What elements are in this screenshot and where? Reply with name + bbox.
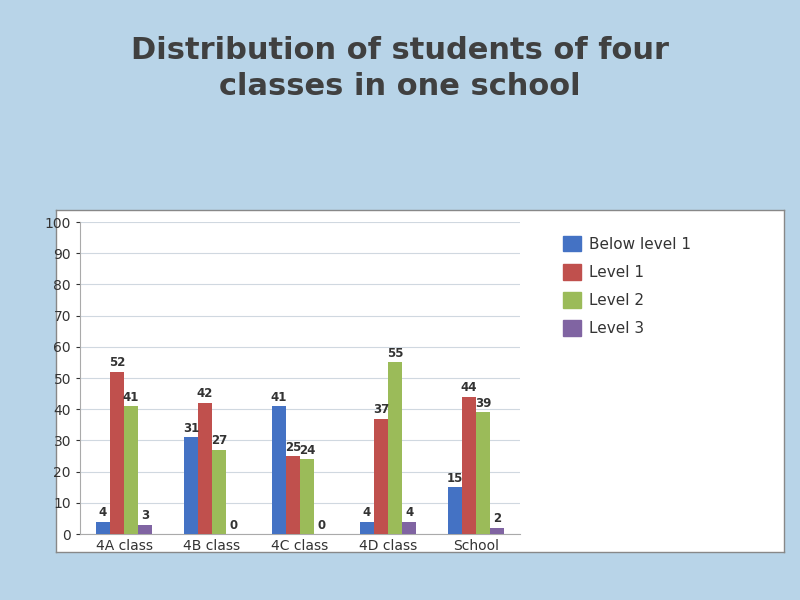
Text: 4: 4 xyxy=(405,506,414,519)
Text: 41: 41 xyxy=(270,391,287,404)
Text: 44: 44 xyxy=(461,381,478,394)
Text: 2: 2 xyxy=(493,512,501,525)
Text: 41: 41 xyxy=(123,391,139,404)
Bar xyxy=(272,406,286,534)
Bar xyxy=(374,419,388,534)
Bar xyxy=(96,521,110,534)
Bar xyxy=(184,437,198,534)
Text: 55: 55 xyxy=(386,347,403,360)
Text: 3: 3 xyxy=(141,509,149,522)
Bar xyxy=(110,372,124,534)
Text: 39: 39 xyxy=(475,397,491,410)
Bar xyxy=(300,459,314,534)
Text: 37: 37 xyxy=(373,403,389,416)
Bar xyxy=(490,528,504,534)
Text: 0: 0 xyxy=(317,518,325,532)
Bar xyxy=(138,524,152,534)
Text: 52: 52 xyxy=(109,356,125,369)
Text: 4: 4 xyxy=(362,506,371,519)
Bar xyxy=(124,406,138,534)
Bar xyxy=(448,487,462,534)
Text: 27: 27 xyxy=(211,434,227,447)
Bar xyxy=(198,403,212,534)
Bar xyxy=(360,521,374,534)
Text: 25: 25 xyxy=(285,440,301,454)
Legend: Below level 1, Level 1, Level 2, Level 3: Below level 1, Level 1, Level 2, Level 3 xyxy=(557,230,697,343)
Bar xyxy=(388,362,402,534)
Text: 31: 31 xyxy=(182,422,199,435)
Bar xyxy=(286,456,300,534)
Bar xyxy=(476,412,490,534)
Text: 24: 24 xyxy=(299,443,315,457)
Bar xyxy=(402,521,416,534)
Text: 15: 15 xyxy=(446,472,463,485)
Text: Distribution of students of four
classes in one school: Distribution of students of four classes… xyxy=(131,36,669,101)
Bar xyxy=(212,450,226,534)
Bar xyxy=(462,397,476,534)
Text: 0: 0 xyxy=(229,518,237,532)
Text: 42: 42 xyxy=(197,388,213,400)
Text: 4: 4 xyxy=(98,506,107,519)
